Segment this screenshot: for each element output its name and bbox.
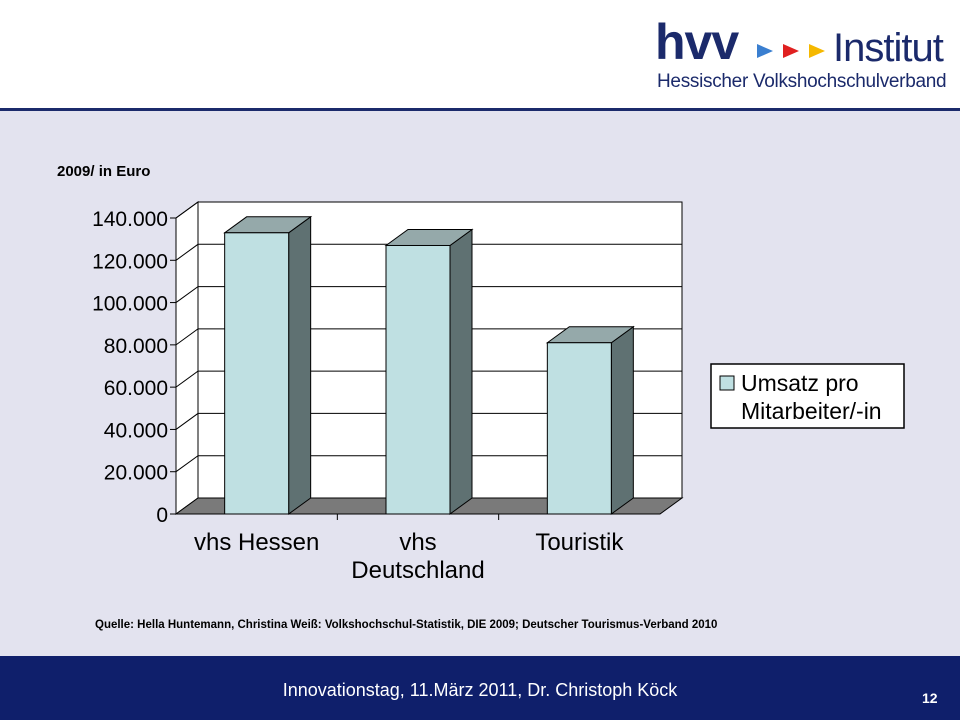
y-tick-label: 40.000 xyxy=(104,419,168,442)
y-tick-label: 80.000 xyxy=(104,335,168,358)
x-tick-label: vhs Hessen xyxy=(194,529,319,556)
y-tick-label: 140.000 xyxy=(92,208,168,231)
y-tick-label: 60.000 xyxy=(104,377,168,400)
y-tick-label: 0 xyxy=(156,504,168,527)
plot-side-wall xyxy=(176,202,198,514)
bar-side xyxy=(450,229,472,514)
bar-side xyxy=(611,327,633,514)
bar xyxy=(386,245,450,514)
x-tick-label: Touristik xyxy=(535,529,624,556)
bar-side xyxy=(289,217,311,514)
page-number: 12 xyxy=(922,690,938,706)
legend-label: Mitarbeiter/-in xyxy=(741,398,882,424)
x-tick-label: vhs xyxy=(399,529,436,556)
legend-label: Umsatz pro xyxy=(741,370,859,396)
footer-text: Innovationstag, 11.März 2011, Dr. Christ… xyxy=(0,680,960,701)
source-note: Quelle: Hella Huntemann, Christina Weiß:… xyxy=(95,619,717,631)
y-tick-label: 100.000 xyxy=(92,293,168,316)
bar xyxy=(547,343,611,514)
bar-chart: 0 20.000 40.000 60.000 80.000 100.000 120.000 1… xyxy=(0,0,960,656)
y-tick-label: 120.000 xyxy=(92,250,168,273)
bar xyxy=(225,233,289,514)
legend-swatch xyxy=(720,376,734,390)
y-tick-label: 20.000 xyxy=(104,462,168,485)
x-tick-label: Deutschland xyxy=(351,557,484,584)
